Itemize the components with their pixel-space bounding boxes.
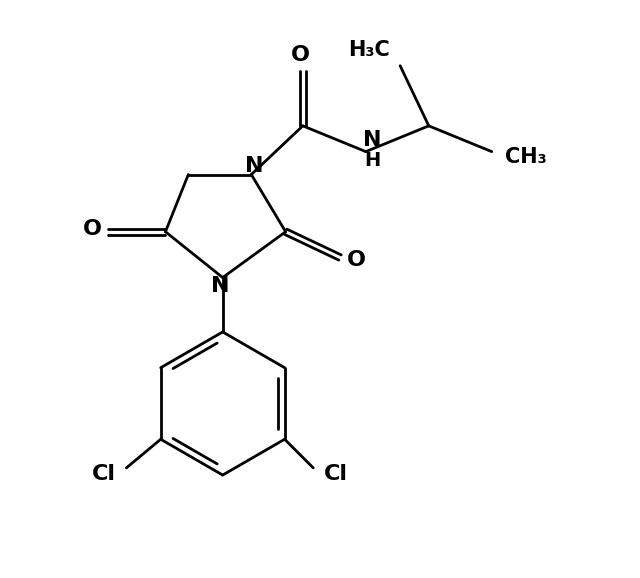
Text: H₃C: H₃C — [348, 40, 390, 60]
Text: N: N — [211, 276, 229, 296]
Text: O: O — [347, 250, 365, 271]
Text: Cl: Cl — [324, 464, 348, 484]
Text: N: N — [245, 156, 264, 176]
Text: O: O — [291, 46, 310, 65]
Text: Cl: Cl — [92, 464, 115, 484]
Text: N: N — [364, 130, 382, 150]
Text: H: H — [365, 151, 381, 170]
Text: CH₃: CH₃ — [505, 147, 547, 168]
Text: O: O — [83, 219, 102, 239]
